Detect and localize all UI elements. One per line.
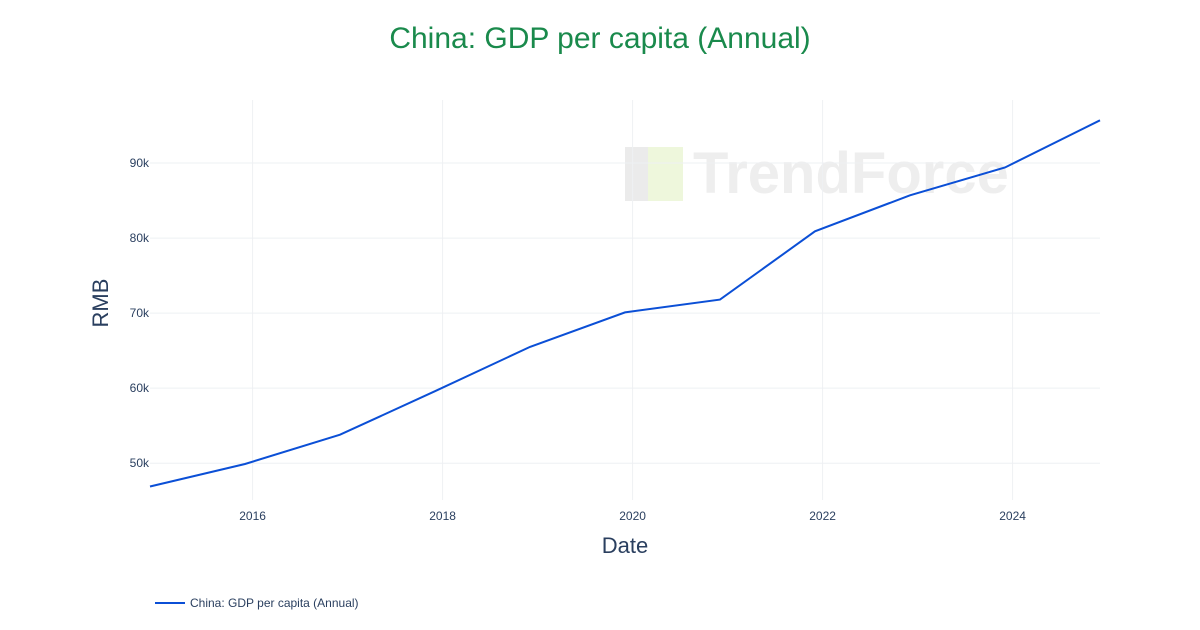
chart-title: China: GDP per capita (Annual): [389, 22, 811, 55]
y-tick-label: 80k: [130, 231, 150, 245]
y-tick-label: 90k: [130, 156, 150, 170]
x-tick-label: 2022: [809, 509, 836, 523]
trendforce-logo-icon: [625, 146, 683, 201]
legend-swatch: [155, 602, 185, 604]
x-tick-label: 2018: [429, 509, 456, 523]
x-tick-label: 2016: [239, 509, 266, 523]
series-line: [149, 119, 1101, 488]
x-tick-label: 2020: [619, 509, 646, 523]
y-tick-label: 50k: [130, 456, 150, 470]
x-tick-label: 2024: [999, 509, 1026, 523]
watermark-text: TrendForce: [693, 141, 1009, 206]
y-tick-label: 60k: [130, 381, 150, 395]
x-axis-title: Date: [602, 533, 648, 558]
y-axis-title: RMB: [88, 279, 113, 328]
y-tick-label: 70k: [130, 306, 150, 320]
watermark-logo: TrendForce: [625, 140, 1009, 207]
legend-item[interactable]: China: GDP per capita (Annual): [155, 596, 359, 610]
legend-label: China: GDP per capita (Annual): [190, 596, 359, 610]
